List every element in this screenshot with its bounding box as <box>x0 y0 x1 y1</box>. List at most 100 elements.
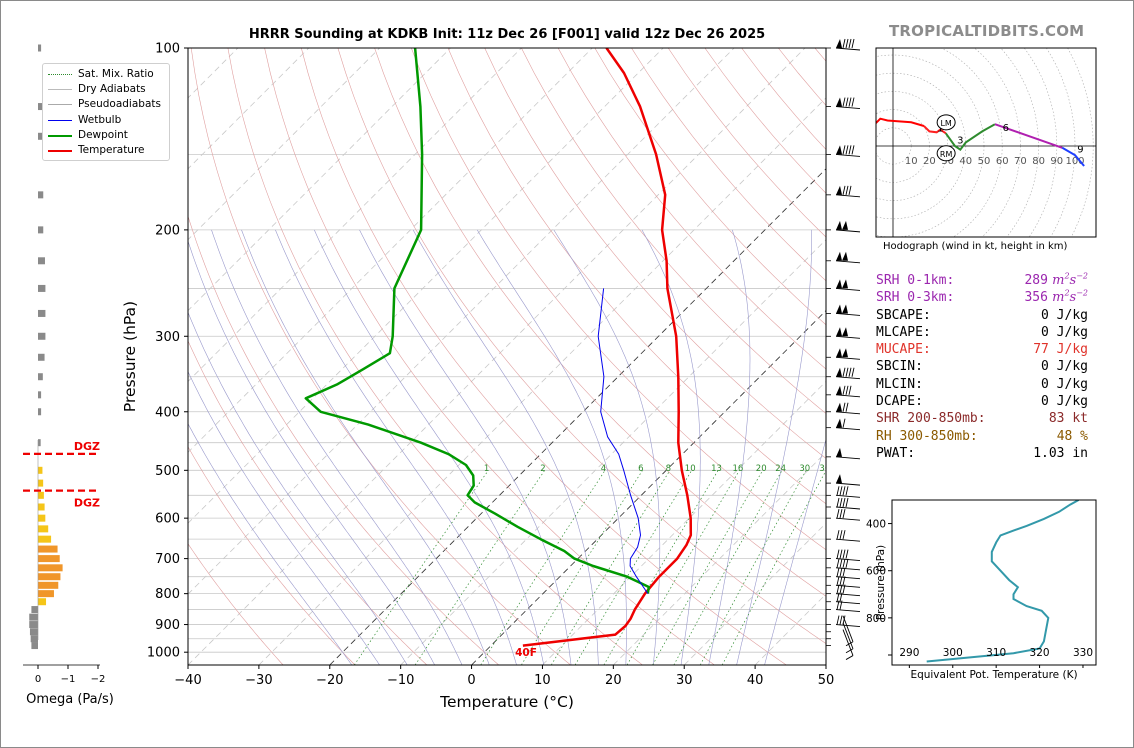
index-row: SRH 0-3km: 356 m2s−2 <box>876 289 1088 306</box>
omega-bar <box>38 257 45 265</box>
legend-entry: Sat. Mix. Ratio <box>43 67 167 82</box>
hodograph-ring-label: 40 <box>959 156 972 167</box>
omega-bar <box>38 332 46 340</box>
omega-bar <box>38 581 59 589</box>
index-label: SRH 0-1km: <box>876 273 955 288</box>
mixing-ratio-line <box>673 470 783 665</box>
legend-label: Temperature <box>78 144 145 156</box>
theta-e-y-label: Pressure (hPa) <box>875 545 887 620</box>
omega-bar <box>38 564 63 572</box>
y-tick-label: 400 <box>155 405 180 420</box>
omega-bar <box>30 635 38 643</box>
hodograph-ring-label: 50 <box>978 156 991 167</box>
hodograph-ring-label: 20 <box>923 156 936 167</box>
index-value: 83 kt <box>1048 411 1088 427</box>
dry-adiabat <box>264 48 715 665</box>
wind-barb <box>826 327 861 339</box>
y-tick-label: 700 <box>155 552 180 567</box>
site-credit: TROPICALTIDBITS.COM <box>889 22 1085 40</box>
legend-label: Dry Adiabats <box>78 83 146 96</box>
dry-adiabat <box>188 446 356 665</box>
pseudoadiabat <box>188 423 353 665</box>
mixing-ratio-line <box>414 470 545 665</box>
dry-adiabat <box>374 48 826 597</box>
y-tick-label: 200 <box>155 223 180 238</box>
mixing-ratio-label: 24 <box>775 464 786 474</box>
omega-bar <box>38 545 58 553</box>
mixing-ratio-line <box>626 470 740 665</box>
x-tick-label: −10 <box>387 673 414 688</box>
legend-swatch <box>48 134 72 137</box>
x-tick-label: 40 <box>747 673 764 688</box>
pseudoadiabat <box>553 229 661 665</box>
omega-panel: DGZ DGZ 0 −1 −2 Omega (Pa/s) <box>23 44 114 707</box>
x-tick-label: 20 <box>605 673 622 688</box>
mixing-ratio-label: 4 <box>601 464 606 474</box>
mixing-ratio-label: 6 <box>638 464 643 474</box>
hodograph-trace <box>944 123 996 151</box>
x-tick-label: −40 <box>174 673 201 688</box>
legend-swatch <box>48 150 72 152</box>
pseudoadiabat <box>641 229 701 665</box>
omega-bar <box>38 525 49 533</box>
mixing-ratio-label: 16 <box>732 464 743 474</box>
mixing-ratio-line <box>480 470 606 665</box>
theta-e-frame <box>891 499 1097 666</box>
dry-adiabat <box>594 48 826 326</box>
mixing-ratio-line <box>521 470 643 665</box>
x-tick-label: −30 <box>245 673 272 688</box>
surface-temp-label: 40F <box>515 647 537 659</box>
wind-barb <box>826 385 861 398</box>
hodograph-height-label: 1 <box>937 124 943 135</box>
omega-bar <box>38 309 46 317</box>
omega-bar <box>29 621 38 629</box>
indices-panel: SRH 0-1km: 289 m2s−2 SRH 0-3km: 356 m2s−2 SB… <box>876 272 1088 462</box>
index-row: MLCIN: 0 J/kg <box>876 376 1088 393</box>
mixing-ratio-line <box>550 470 671 665</box>
wind-barb <box>826 576 861 588</box>
storm-motion-label: LM <box>940 119 951 128</box>
wind-barb <box>826 367 861 380</box>
omega-bar <box>38 590 54 598</box>
index-value: 0 J/kg <box>1041 307 1088 323</box>
index-label: PWAT: <box>876 445 916 461</box>
omega-bar <box>38 598 47 606</box>
pseudoadiabat <box>188 311 408 665</box>
omega-bar <box>38 373 43 381</box>
omega-bar <box>38 284 46 292</box>
wind-barb <box>826 418 861 431</box>
dgz-label: DGZ <box>74 497 100 510</box>
theta-e-x-tick-label: 290 <box>899 647 919 659</box>
dry-adiabat <box>190 48 571 665</box>
pseudoadiabat <box>764 438 826 665</box>
theta-e-inset: 400 600 800 290 300 310 320 330 Equivalent Pot. … <box>866 499 1097 681</box>
index-row: SHR 200-850mb: 83 kt <box>876 410 1088 427</box>
index-label: SBCIN: <box>876 359 923 375</box>
pseudoadiabat <box>476 229 627 665</box>
index-value: 0 J/kg <box>1041 394 1088 410</box>
skewt-plot: 1 2 4 6 8 10 13 16 20 24 30 3640F100200300400500600… <box>121 38 861 711</box>
wind-barb <box>826 622 854 654</box>
mixing-ratio-label: 10 <box>685 464 696 474</box>
mixing-ratio-label: 8 <box>666 464 671 474</box>
omega-bar <box>38 514 46 522</box>
index-value: 1.03 in <box>1033 445 1088 461</box>
index-row: SRH 0-1km: 289 m2s−2 <box>876 272 1088 289</box>
mixing-ratio-label: 13 <box>711 464 722 474</box>
hodograph-trace <box>876 117 925 127</box>
index-row: DCAPE: 0 J/kg <box>876 393 1088 410</box>
index-value: 289 m2s−2 <box>1024 271 1088 288</box>
wind-barb <box>826 38 861 51</box>
isotherm-minus20 <box>329 168 826 665</box>
dgz-label: DGZ <box>74 440 100 453</box>
index-row: SBCAPE: 0 J/kg <box>876 307 1088 324</box>
theta-e-x-tick-label: 300 <box>943 647 963 659</box>
hodograph-caption: Hodograph (wind in kt, height in km) <box>883 241 1068 252</box>
wind-barb <box>826 348 861 360</box>
legend-label: Wetbulb <box>78 113 122 126</box>
omega-axis-label: Omega (Pa/s) <box>26 692 114 707</box>
mixing-ratio-line <box>574 470 693 665</box>
chart-title: HRRR Sounding at KDKB Init: 11z Dec 26 [… <box>248 27 766 42</box>
y-tick-label: 600 <box>155 512 180 527</box>
